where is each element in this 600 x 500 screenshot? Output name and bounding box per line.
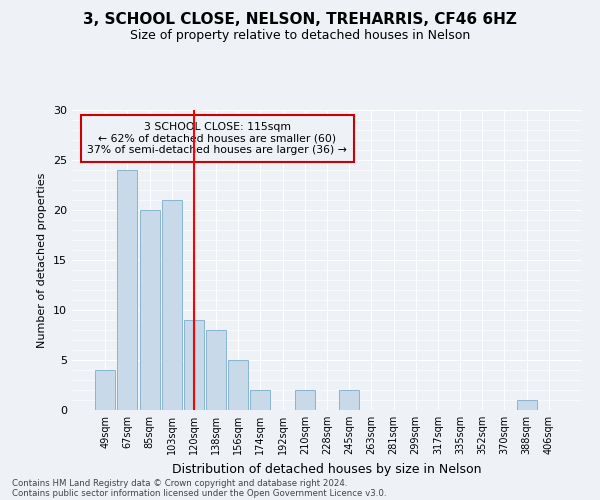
Y-axis label: Number of detached properties: Number of detached properties	[37, 172, 47, 348]
Bar	[228, 360, 248, 410]
Text: Size of property relative to detached houses in Nelson: Size of property relative to detached ho…	[130, 29, 470, 42]
Bar	[517, 400, 536, 410]
Bar	[184, 320, 204, 410]
Text: Contains public sector information licensed under the Open Government Licence v3: Contains public sector information licen…	[12, 488, 386, 498]
Bar	[162, 200, 182, 410]
Bar	[140, 210, 160, 410]
X-axis label: Distribution of detached houses by size in Nelson: Distribution of detached houses by size …	[172, 462, 482, 475]
Text: 3, SCHOOL CLOSE, NELSON, TREHARRIS, CF46 6HZ: 3, SCHOOL CLOSE, NELSON, TREHARRIS, CF46…	[83, 12, 517, 28]
Bar	[339, 390, 359, 410]
Text: Contains HM Land Registry data © Crown copyright and database right 2024.: Contains HM Land Registry data © Crown c…	[12, 478, 347, 488]
Text: 3 SCHOOL CLOSE: 115sqm
← 62% of detached houses are smaller (60)
37% of semi-det: 3 SCHOOL CLOSE: 115sqm ← 62% of detached…	[88, 122, 347, 155]
Bar	[118, 170, 137, 410]
Bar	[206, 330, 226, 410]
Bar	[250, 390, 271, 410]
Bar	[95, 370, 115, 410]
Bar	[295, 390, 315, 410]
